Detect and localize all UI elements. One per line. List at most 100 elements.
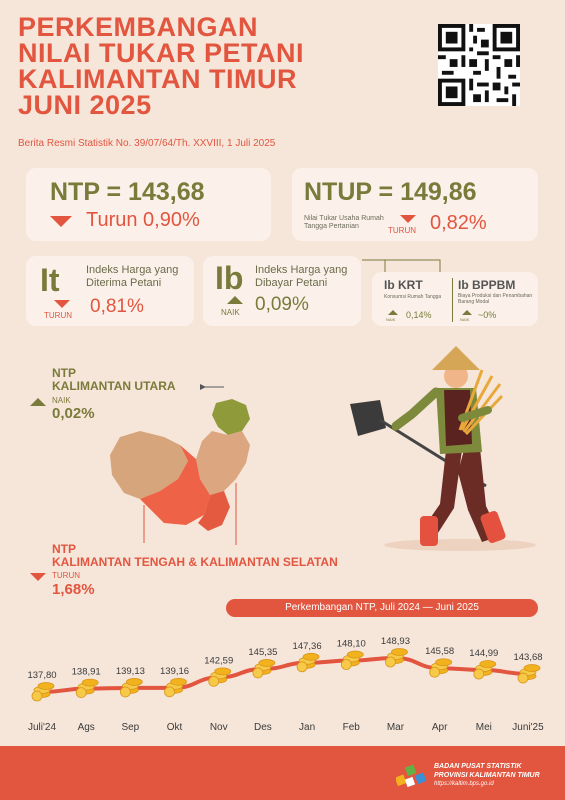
x-tick-label: Ags (78, 722, 95, 733)
title-line-4: JUNI 2025 (18, 90, 152, 120)
kalbar-region (110, 431, 188, 499)
footer-org: BADAN PUSAT STATISTIK PROVINSI KALIMANTA… (434, 762, 540, 789)
footer: BADAN PUSAT STATISTIK PROVINSI KALIMANTA… (0, 746, 565, 800)
coin-stack-point (473, 660, 497, 680)
ntp-value: NTP = 143,68 (50, 178, 205, 206)
data-label: 139,16 (160, 666, 189, 677)
ntup-card: NTUP = 149,86 Nilai Tukar Usaha Rumah Ta… (292, 168, 538, 241)
ntup-desc: Nilai Tukar Usaha Rumah Tangga Pertanian (304, 215, 384, 230)
data-label: 139,13 (116, 666, 145, 677)
ibbppbm-dir: NAIK (460, 317, 470, 322)
kalteng-change: 1,68% (52, 581, 95, 598)
qr-code-icon (438, 24, 520, 106)
coin-stack-point (119, 678, 143, 698)
ib-card: Ib Indeks Harga yang Dibayar Petani NAIK… (203, 256, 361, 326)
ntp-line-chart: 137,80 Juli'24 138,91 Ags 139,13 Sep 139,16 Okt… (27, 636, 544, 733)
ibbppbm-change: ~0% (478, 310, 497, 320)
coin-stack-point (296, 652, 320, 673)
kaltara-region (212, 399, 250, 435)
title-line-2: NILAI TUKAR PETANI (18, 38, 304, 68)
data-label: 144,99 (469, 648, 498, 659)
ibbppbm-title: Ib BPPBM (458, 278, 516, 292)
kalteng-ntp: NTP (52, 542, 76, 556)
coin-stack-point (164, 677, 187, 698)
title-line-1: PERKEMBANGAN (18, 12, 259, 42)
data-label: 137,80 (27, 670, 56, 681)
data-label: 148,93 (381, 636, 410, 647)
ib-dir: NAIK (221, 308, 240, 317)
x-tick-label: Okt (167, 722, 183, 733)
kaltara-dir: NAIK (52, 396, 71, 405)
coin-stack-point (517, 664, 541, 684)
kaltim-region (196, 431, 250, 495)
down-arrow-icon (400, 215, 416, 223)
kaltara-change: 0,02% (52, 405, 95, 422)
footer-org-line1: BADAN PUSAT STATISTIK (434, 763, 522, 770)
it-dir: TURUN (44, 311, 72, 320)
coin-stack-point (252, 659, 276, 679)
ib-desc: Indeks Harga yang Dibayar Petani (255, 264, 348, 289)
kalteng-region (140, 445, 210, 525)
x-tick-label: Juni'25 (512, 722, 544, 733)
kaltara-block: NTP KALIMANTAN UTARA (52, 367, 176, 393)
x-tick-label: Apr (432, 722, 448, 733)
data-label: 145,35 (248, 647, 277, 658)
title-line-3: KALIMANTAN TIMUR (18, 64, 297, 94)
ib-symbol: Ib (215, 260, 244, 296)
ntp-change: Turun 0,90% (86, 209, 200, 231)
kaltara-name: KALIMANTAN UTARA (52, 379, 176, 393)
coin-stack-point (75, 678, 99, 699)
subtitle: Berita Resmi Statistik No. 39/07/64/Th. … (18, 138, 276, 149)
x-tick-label: Des (254, 722, 272, 733)
data-label: 143,68 (513, 652, 542, 663)
kalteng-dir: TURUN (52, 571, 80, 580)
ib-change: 0,09% (255, 294, 309, 315)
x-tick-label: Jan (299, 722, 315, 733)
up-arrow-icon (227, 296, 243, 304)
kalteng-block: NTP KALIMANTAN TENGAH & KALIMANTAN SELAT… (52, 543, 338, 569)
ntup-change: 0,82% (430, 212, 487, 234)
bps-logo-icon (396, 764, 427, 788)
kaltara-ntp: NTP (52, 366, 76, 380)
kalimantan-map (110, 384, 250, 545)
data-label: 138,91 (72, 667, 101, 678)
it-card: It Indeks Harga yang Diterima Petani TUR… (26, 256, 194, 326)
farmer-illustration (350, 346, 536, 551)
down-arrow-icon (50, 216, 72, 227)
chart-title: Perkembangan NTP, Juli 2024 — Juni 2025 (226, 599, 538, 617)
divider (452, 278, 453, 322)
ibbppbm-desc: Biaya Produksi dan Penambahan Barang Mod… (458, 293, 533, 305)
it-desc: Indeks Harga yang Diterima Petani (86, 264, 179, 289)
data-label: 147,36 (293, 641, 322, 652)
coin-stack-point (31, 682, 55, 702)
up-arrow-icon (30, 398, 46, 406)
page-title: PERKEMBANGAN NILAI TUKAR PETANI KALIMANT… (18, 12, 378, 120)
down-arrow-icon (30, 573, 46, 581)
ntup-value: NTUP = 149,86 (304, 178, 477, 206)
up-arrow-icon (388, 310, 398, 315)
x-tick-label: Juli'24 (28, 722, 56, 733)
coin-stack-point (385, 648, 408, 668)
ib-component-card: Ib KRT Konsumsi Rumah Tangga NAIK 0,14% … (372, 272, 538, 326)
data-label: 145,58 (425, 646, 454, 657)
footer-url: https://kaltim.bps.go.id (434, 781, 494, 787)
coin-stack-point (208, 667, 232, 687)
ibkrt-dir: NAIK (386, 317, 396, 322)
ibkrt-change: 0,14% (406, 310, 432, 320)
footer-org-line2: PROVINSI KALIMANTAN TIMUR (434, 772, 540, 779)
ntp-card: NTP = 143,68 Turun 0,90% (26, 168, 271, 241)
x-tick-label: Nov (210, 722, 228, 733)
up-arrow-icon (462, 310, 472, 315)
connector-lines (362, 259, 441, 272)
data-label: 142,59 (204, 655, 233, 666)
ibkrt-title: Ib KRT (384, 278, 423, 292)
x-tick-label: Mei (476, 722, 492, 733)
data-label: 148,10 (337, 639, 366, 650)
kalteng-name: KALIMANTAN TENGAH & KALIMANTAN SELATAN (52, 555, 338, 569)
coin-stack-point (340, 650, 364, 670)
down-arrow-icon (54, 300, 70, 308)
it-change: 0,81% (90, 296, 144, 317)
it-symbol: It (40, 262, 60, 298)
x-tick-label: Mar (387, 722, 405, 733)
coin-stack-point (429, 658, 453, 678)
